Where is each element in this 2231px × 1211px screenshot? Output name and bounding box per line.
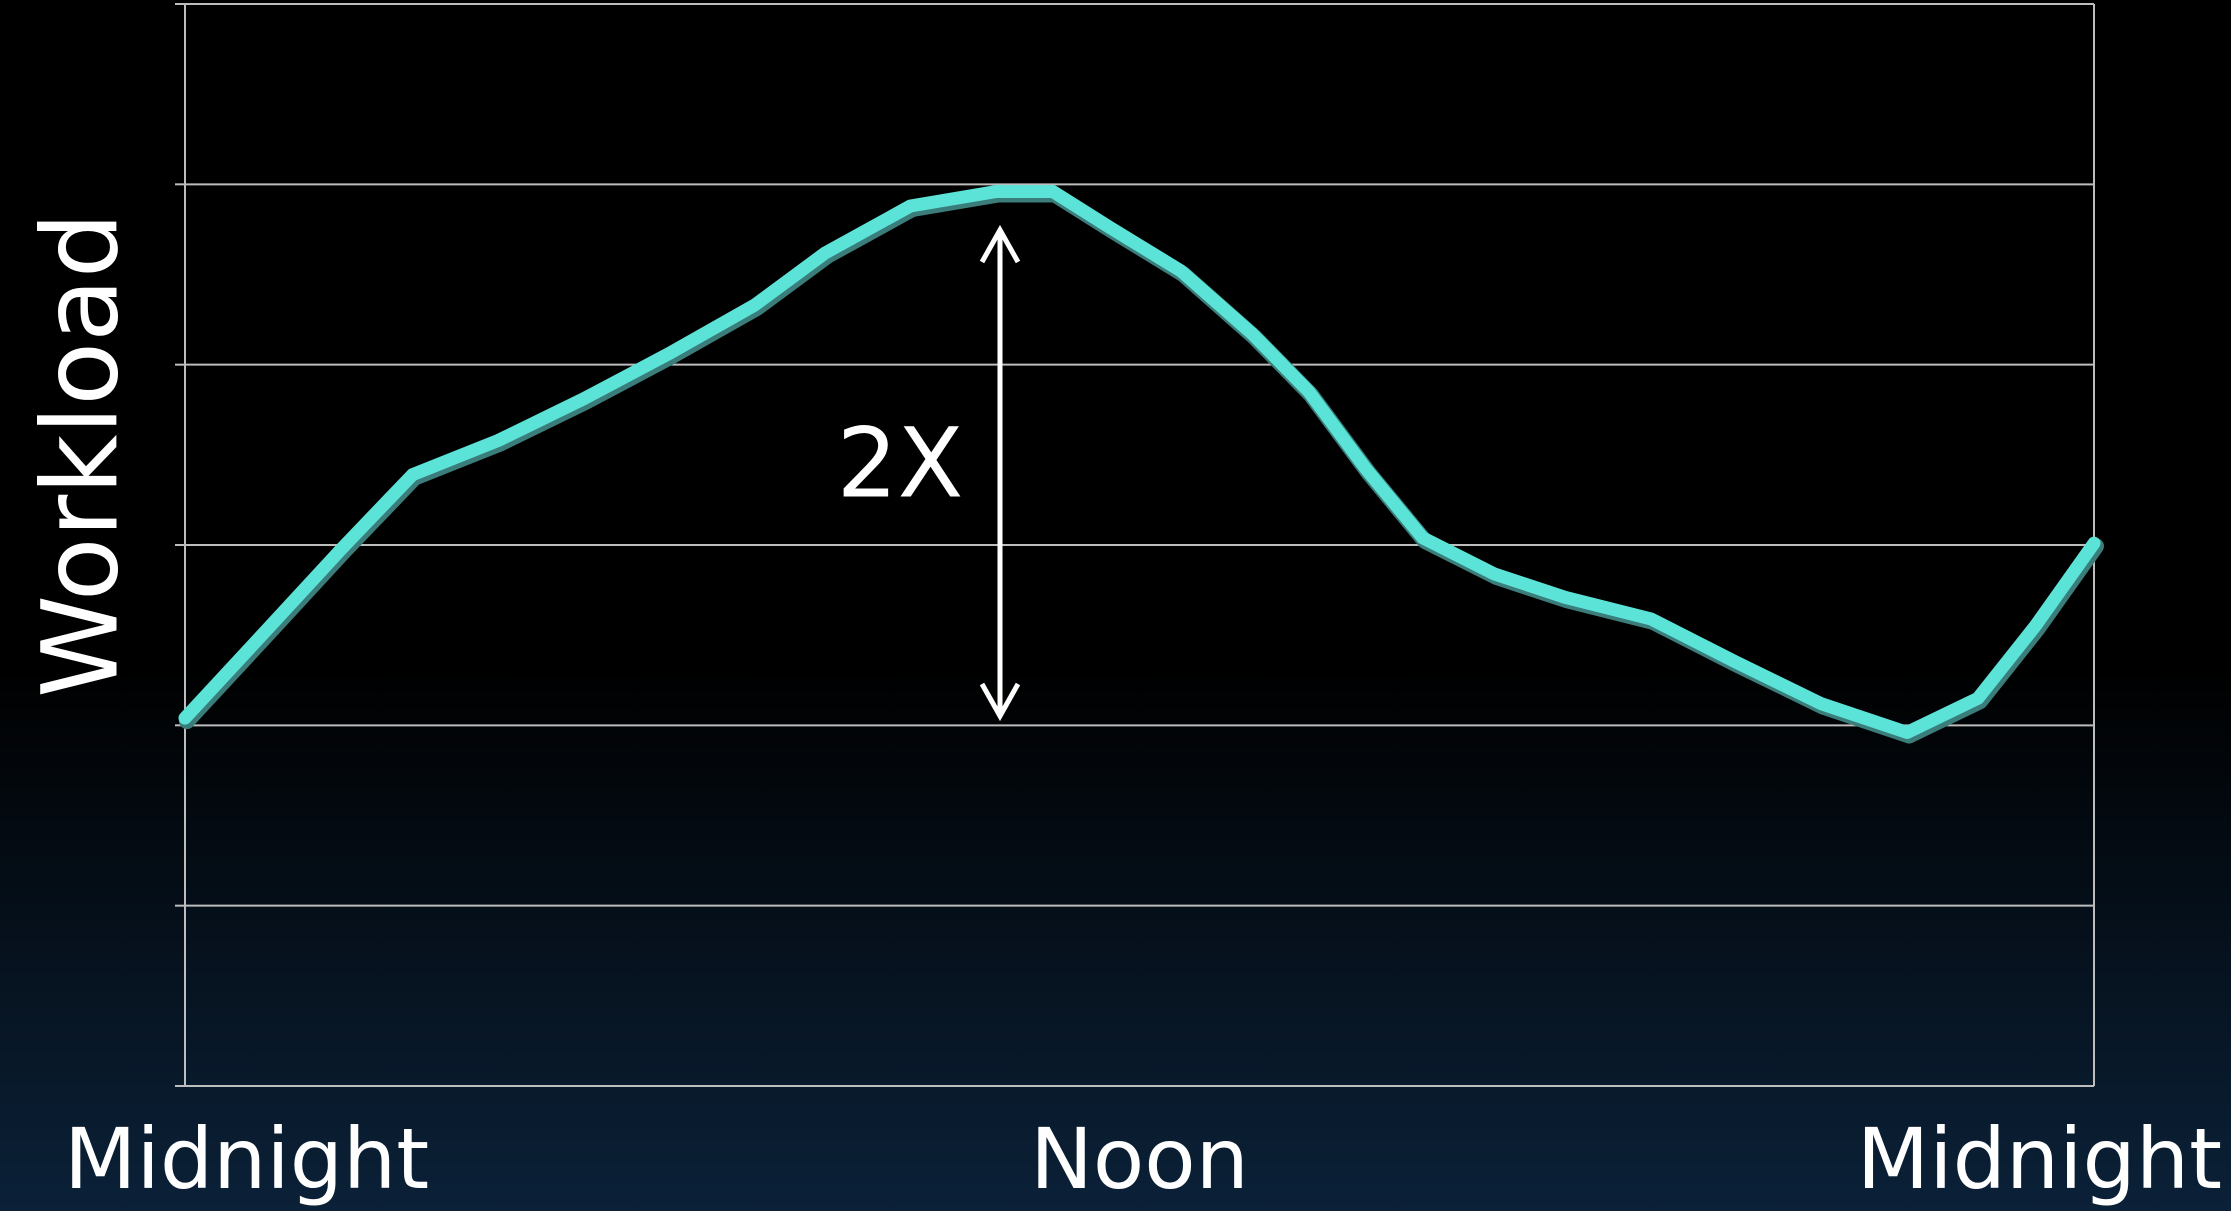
- x-tick-label: Noon: [1030, 1110, 1249, 1208]
- data-line: [178, 185, 2101, 739]
- grid: [175, 3, 2095, 1087]
- arrow-head-top: [979, 224, 1021, 264]
- range-arrow: [979, 224, 1021, 722]
- annotation: 2X: [837, 407, 964, 519]
- arrow-head-bottom: [979, 682, 1021, 722]
- x-tick-label: Midnight: [1857, 1110, 2222, 1208]
- y-axis-label: Workload: [19, 212, 141, 698]
- x-tick-label: Midnight: [64, 1110, 429, 1208]
- plot: [178, 185, 2104, 744]
